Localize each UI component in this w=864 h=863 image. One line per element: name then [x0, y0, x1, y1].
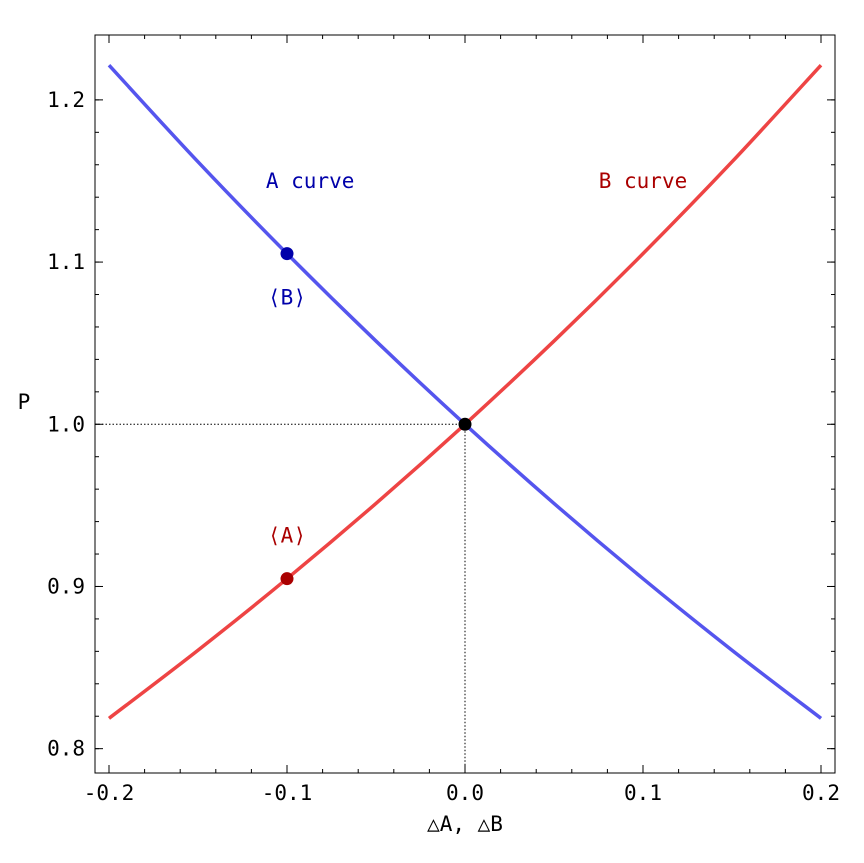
curve-annotation: A curve	[266, 169, 355, 193]
y-tick-label: 1.0	[47, 412, 85, 436]
x-axis-label: △A, △B	[427, 812, 503, 836]
y-tick-label: 1.2	[47, 88, 85, 112]
points-layer: ⟨B⟩ ⟨A⟩	[268, 247, 472, 586]
x-tick-label: 0.2	[802, 781, 840, 805]
x-tick-label: -0.1	[262, 781, 313, 805]
series-line	[107, 63, 823, 720]
reference-lines	[95, 423, 466, 773]
point-label: ⟨A⟩	[268, 524, 306, 548]
data-point	[280, 572, 294, 586]
x-tick-label: 0.1	[624, 781, 662, 805]
x-tick-label: -0.2	[84, 781, 135, 805]
data-point	[458, 417, 472, 431]
y-tick-label: 1.1	[47, 250, 85, 274]
y-tick-label: 0.8	[47, 737, 85, 761]
y-axis-label: P	[18, 390, 31, 414]
point-label: ⟨B⟩	[268, 286, 306, 310]
ticks: -0.2 -0.1 0.0 0.1 0.2 0.8 0.9 1.0 1.1 1.2	[47, 35, 840, 805]
series-layer	[107, 63, 823, 720]
series-line	[107, 63, 823, 720]
annotations-layer: A curve B curve	[266, 169, 687, 193]
x-tick-label: 0.0	[446, 781, 484, 805]
y-tick-label: 0.9	[47, 574, 85, 598]
curve-annotation: B curve	[599, 169, 688, 193]
data-point	[280, 247, 294, 261]
